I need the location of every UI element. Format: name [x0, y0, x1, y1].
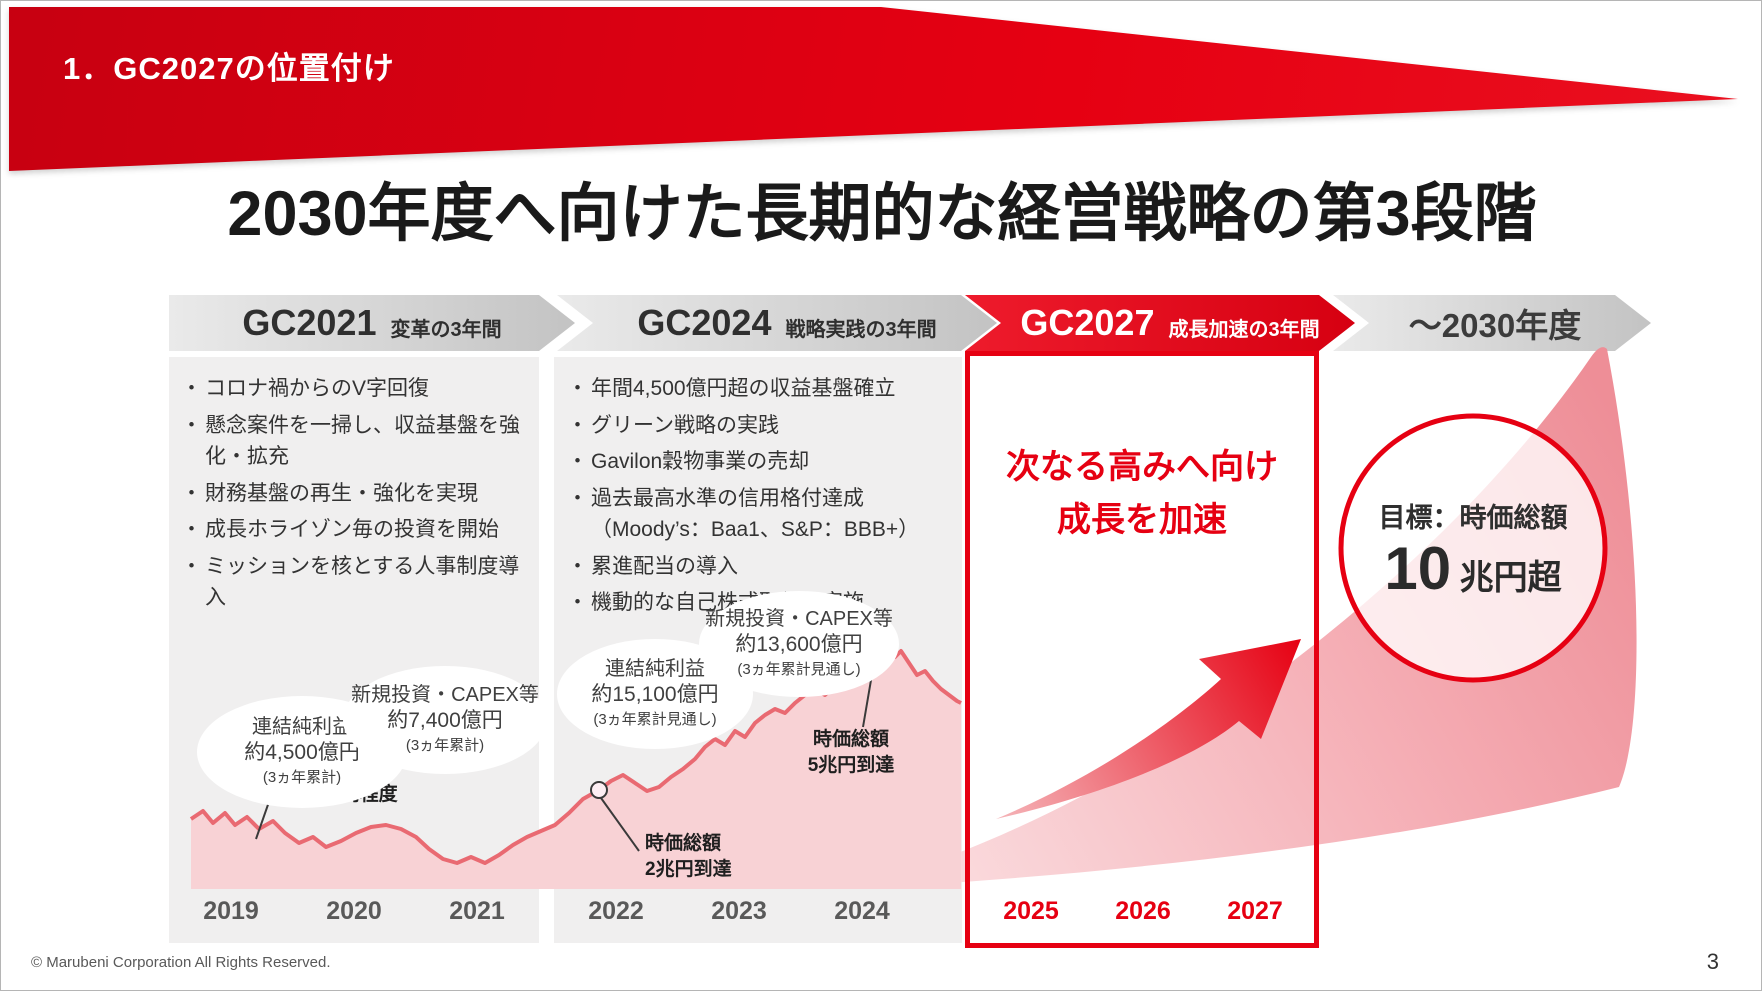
bubble-note: (3ヵ年累計)	[406, 737, 484, 754]
gc2021-bullet-list: ・コロナ禍からのV字回復 ・懸念案件を一掃し、収益基盤を強化・拡充 ・財務基盤の…	[181, 373, 531, 619]
milestone-2tn-value: 2兆円到達	[645, 857, 732, 880]
bubble-note: (3ヵ年累計見通し)	[737, 661, 860, 678]
growth-chart: 目標：時価総額 10 兆円超 時価総額 1兆円程度 時価総額 2兆円到達 時価総…	[189, 347, 1637, 925]
gc2027-message: 次なる高みへ向け 成長を加速	[967, 441, 1317, 546]
bubble-capex-gc2024	[699, 591, 899, 697]
year-tick-2022: 2022	[588, 897, 644, 925]
phase-chevron-gc2021: GC2021 変革の3年間	[169, 295, 575, 351]
bullet-marker: ・	[181, 518, 202, 541]
goal-circle-label: 目標：時価総額	[1379, 502, 1568, 533]
goal-value-number: 10	[1384, 535, 1451, 602]
milestone-5tn-value: 5兆円到達	[808, 753, 895, 776]
milestone-2tn-label: 時価総額	[645, 831, 721, 854]
bullet-text: 累進配当の導入	[591, 554, 738, 578]
goal-circle	[1338, 413, 1608, 683]
list-item: ・財務基盤の再生・強化を実現	[181, 478, 531, 510]
bullet-marker: ・	[567, 554, 588, 578]
bullet-text: Gavilon穀物事業の売却	[591, 450, 810, 473]
growth-swoosh-area	[851, 347, 1637, 890]
bullet-marker: ・	[567, 486, 588, 510]
copyright-text: © Marubeni Corporation All Rights Reserv…	[31, 954, 331, 971]
bubble-net-profit-gc2024	[557, 639, 753, 749]
list-item: ・ Gavilon穀物事業の売却	[567, 446, 959, 478]
bullet-text: 成長ホライゾン毎の投資を開始	[205, 518, 499, 541]
list-item: ・コロナ禍からのV字回復	[181, 373, 531, 405]
marker-2tn	[590, 781, 608, 799]
year-tick-2019: 2019	[203, 897, 259, 925]
list-item: ・ミッションを核とする人事制度導入	[181, 551, 531, 614]
phase-name: GC2024	[637, 302, 772, 343]
header-banner-shape	[9, 7, 1738, 171]
bullet-text: ミッションを核とする人事制度導入	[205, 554, 520, 610]
leader-2tn	[600, 797, 640, 852]
bullet-marker: ・	[567, 413, 588, 437]
bullet-text: 過去最高水準の信用格付達成 （Moody’s：Baa1、S&P：BBB+）	[591, 486, 920, 542]
bubble-note: (3ヵ年累計見通し)	[593, 711, 716, 728]
list-item: ・過去最高水準の信用格付達成 （Moody’s：Baa1、S&P：BBB+）	[567, 483, 959, 546]
phase-chevron-2030: ～2030年度	[1333, 295, 1651, 351]
gc2027-message-line1: 次なる高みへ向け	[1006, 448, 1278, 486]
page-title: 2030年度へ向けた長期的な経営戦略の第3段階	[227, 179, 1537, 249]
list-item: ・成長ホライゾン毎の投資を開始	[181, 514, 531, 546]
list-item: ・懸念案件を一掃し、収益基盤を強化・拡充	[181, 410, 531, 473]
bullet-marker: ・	[181, 554, 202, 578]
bullet-marker: ・	[181, 413, 202, 437]
year-tick-2026: 2026	[1115, 897, 1171, 925]
section-title: 1．GC2027の位置付け	[63, 51, 395, 86]
bullet-marker: ・	[567, 591, 588, 614]
phase-chevron-gc2027: GC2027 成長加速の3年間	[965, 295, 1355, 351]
year-tick-2025: 2025	[1003, 897, 1059, 925]
bullet-text: 懸念案件を一掃し、収益基盤を強化・拡充	[205, 413, 520, 469]
bubble-title: 新規投資・CAPEX等	[705, 607, 893, 630]
bullet-marker: ・	[181, 481, 202, 505]
bubble-value: 約13,600億円	[735, 633, 862, 656]
phase-name: ～2030年度	[1408, 307, 1582, 344]
phase-subtitle: 戦略実践の3年間	[785, 318, 937, 341]
goal-value-unit: 兆円超	[1460, 559, 1563, 597]
bullet-text: コロナ禍からのV字回復	[205, 377, 430, 400]
bubble-title: 連結純利益	[605, 657, 705, 680]
phase-chevron-gc2024: GC2024 戦略実践の3年間	[557, 295, 997, 351]
year-tick-2027: 2027	[1227, 897, 1283, 925]
milestone-5tn-label: 時価総額	[813, 727, 889, 750]
bullet-text: 年間4,500億円超の収益基盤確立	[591, 377, 896, 400]
bubble-value: 約7,400億円	[387, 709, 503, 732]
market-cap-area	[191, 627, 961, 889]
bullet-text: グリーン戦略の実践	[591, 413, 779, 437]
bubble-capex-gc2021	[343, 666, 547, 774]
bullet-marker: ・	[567, 377, 588, 400]
gc2027-message-line2: 成長を加速	[1057, 500, 1227, 539]
header-banner	[1, 1, 1761, 181]
phase-subtitle: 成長加速の3年間	[1168, 318, 1320, 341]
bullet-text: 財務基盤の再生・強化を実現	[205, 481, 478, 505]
bubble-note: (3ヵ年累計)	[263, 769, 341, 786]
phase-name: GC2027	[1020, 302, 1155, 343]
year-tick-2021: 2021	[449, 897, 505, 925]
bubble-value: 約4,500億円	[244, 741, 360, 764]
list-item: ・グリーン戦略の実践	[567, 410, 959, 442]
list-item: ・累進配当の導入	[567, 551, 959, 583]
list-item: ・年間4,500億円超の収益基盤確立	[567, 373, 959, 405]
page-number: 3	[1706, 949, 1719, 974]
bubble-title: 新規投資・CAPEX等	[351, 683, 539, 706]
bullet-marker: ・	[181, 377, 202, 400]
bullet-marker: ・	[567, 450, 588, 473]
bubble-value: 約15,100億円	[591, 683, 718, 706]
bubble-title: 連結純利益	[252, 715, 352, 738]
year-tick-2023: 2023	[711, 897, 767, 925]
phase-subtitle: 変革の3年間	[390, 318, 502, 341]
acceleration-arrow	[996, 639, 1301, 819]
year-tick-2020: 2020	[326, 897, 382, 925]
goal-circle-value: 10 兆円超	[1384, 535, 1562, 602]
year-tick-2024: 2024	[834, 897, 890, 925]
phase-name: GC2021	[242, 302, 377, 343]
